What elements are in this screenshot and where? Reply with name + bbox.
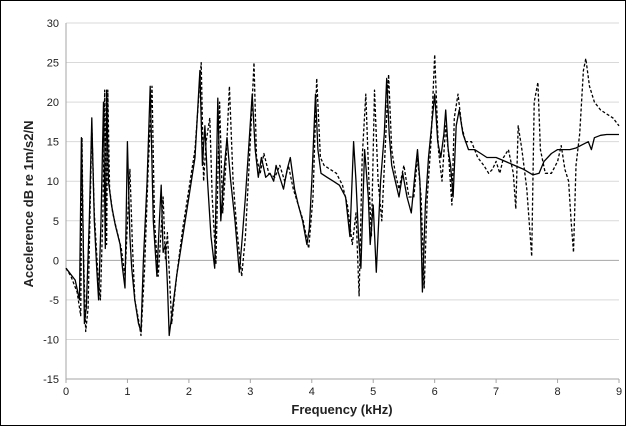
series-line-2-dashed [65, 53, 620, 337]
series-layer [65, 53, 620, 337]
y-tick-label: -10 [43, 334, 59, 346]
x-tick-label: 8 [554, 386, 560, 398]
y-tick-label: -5 [49, 295, 59, 307]
y-tick-label: -15 [43, 374, 59, 386]
x-tick-label: 2 [186, 386, 192, 398]
x-tick-label: 6 [432, 386, 438, 398]
gridlines [66, 22, 619, 380]
x-tick-label: 1 [124, 386, 130, 398]
y-tick-label: 0 [53, 255, 59, 267]
y-axis-title: Accelerence dB re 1m/s2/N [21, 121, 36, 288]
x-tick-label: 5 [370, 386, 376, 398]
y-tick-label: 15 [47, 137, 59, 149]
x-tick-label: 0 [63, 386, 69, 398]
x-tick-label: 7 [493, 386, 499, 398]
y-tick-label: 25 [47, 58, 59, 70]
series-line-1-solid [65, 69, 619, 337]
x-axis-title: Frequency (kHz) [291, 402, 392, 417]
x-tick-label: 4 [309, 386, 315, 398]
axes [65, 23, 620, 383]
y-tick-label: 30 [47, 18, 59, 30]
y-tick-label: 20 [47, 97, 59, 109]
y-tick-labels: -15 -10 -5 0 5 10 15 20 25 30 [43, 18, 59, 386]
y-tick-label: 10 [47, 176, 59, 188]
x-tick-labels: 0 1 2 3 4 5 6 7 8 9 [63, 386, 622, 398]
y-tick-label: 5 [53, 216, 59, 228]
x-tick-label: 3 [247, 386, 253, 398]
x-tick-label: 9 [616, 386, 622, 398]
